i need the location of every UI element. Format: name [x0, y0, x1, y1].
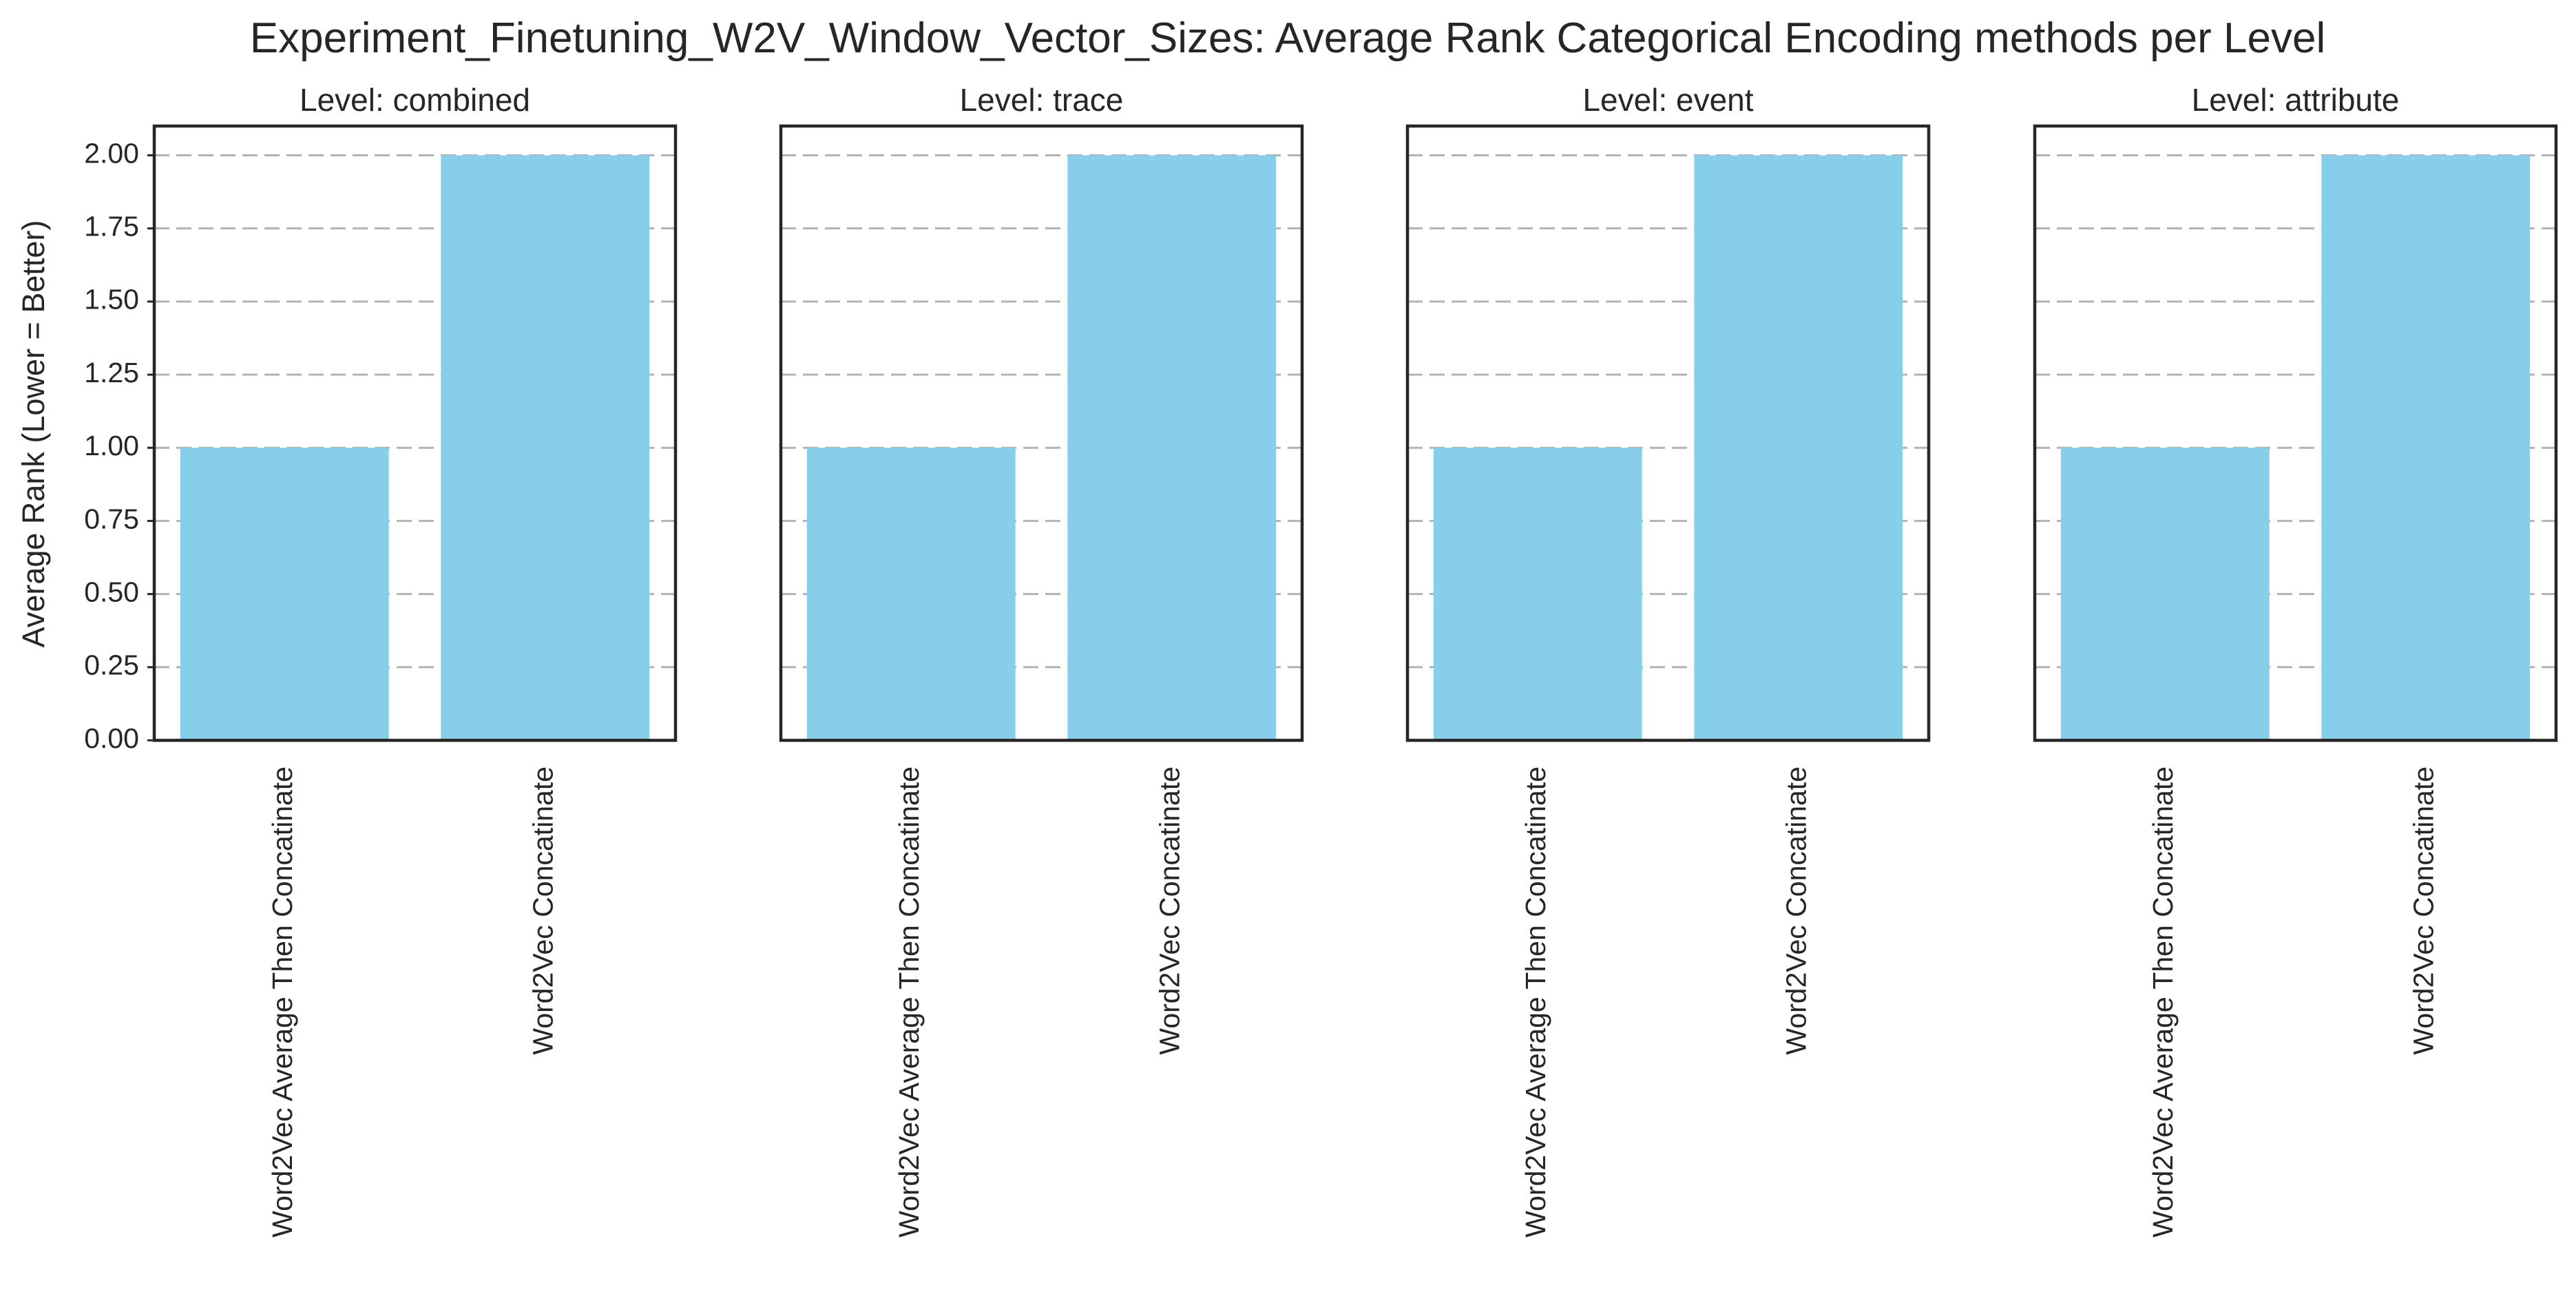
bar: [2060, 448, 2270, 740]
subplot-panel: Level: combined Word2Vec Average Then Con…: [84, 82, 678, 1238]
panel-title: Level: attribute: [2192, 82, 2400, 118]
y-tick-label: 0.00: [84, 722, 139, 754]
figure-title: Experiment_Finetuning_W2V_Window_Vector_…: [250, 14, 2325, 62]
y-tick-label: 0.25: [84, 649, 139, 681]
plot-frame: [152, 124, 678, 742]
y-tick-label: 0.50: [84, 576, 139, 607]
y-tick-label: 0.75: [84, 503, 139, 534]
x-tick-label: Word2Vec Concatinate: [2408, 766, 2440, 1055]
x-tick-label: Word2Vec Concatinate: [1154, 766, 1186, 1055]
y-tick-label: 1.50: [84, 284, 139, 315]
subplot-panel: Level: attribute Word2Vec Average Then Co…: [2033, 82, 2558, 1238]
x-tick-label: Word2Vec Average Then Concatinate: [266, 766, 298, 1238]
bar: [441, 155, 650, 740]
x-tick-label: Word2Vec Concatinate: [1781, 766, 1812, 1055]
plot-frame: [779, 124, 1304, 742]
panel-title: Level: trace: [960, 82, 1124, 118]
bar: [1433, 448, 1642, 740]
subplot-panel: Level: event Word2Vec Average Then Concat…: [1405, 82, 1931, 1238]
x-tick-label: Word2Vec Concatinate: [527, 766, 559, 1055]
bar: [1067, 155, 1277, 740]
bar: [180, 448, 389, 740]
bar: [2321, 155, 2531, 740]
y-axis-label: Average Rank (Lower = Better): [16, 220, 51, 648]
x-tick-label: Word2Vec Average Then Concatinate: [893, 766, 925, 1238]
bar: [1694, 155, 1903, 740]
plot-frame: [2033, 124, 2558, 742]
plot-frame: [1405, 124, 1931, 742]
panel-title: Level: combined: [300, 82, 530, 118]
y-tick-label: 2.00: [84, 137, 139, 169]
y-tick-label: 1.75: [84, 210, 139, 242]
y-tick-label: 1.25: [84, 357, 139, 388]
x-tick-label: Word2Vec Average Then Concatinate: [2147, 766, 2179, 1238]
x-tick-label: Word2Vec Average Then Concatinate: [1520, 766, 1551, 1238]
subplot-panel: Level: trace Word2Vec Average Then Concat…: [779, 82, 1304, 1238]
bar: [806, 448, 1016, 740]
y-tick-label: 1.00: [84, 430, 139, 461]
panel-title: Level: event: [1582, 82, 1753, 118]
chart-panels: Level: combined Word2Vec Average Then Con…: [84, 82, 2558, 1238]
